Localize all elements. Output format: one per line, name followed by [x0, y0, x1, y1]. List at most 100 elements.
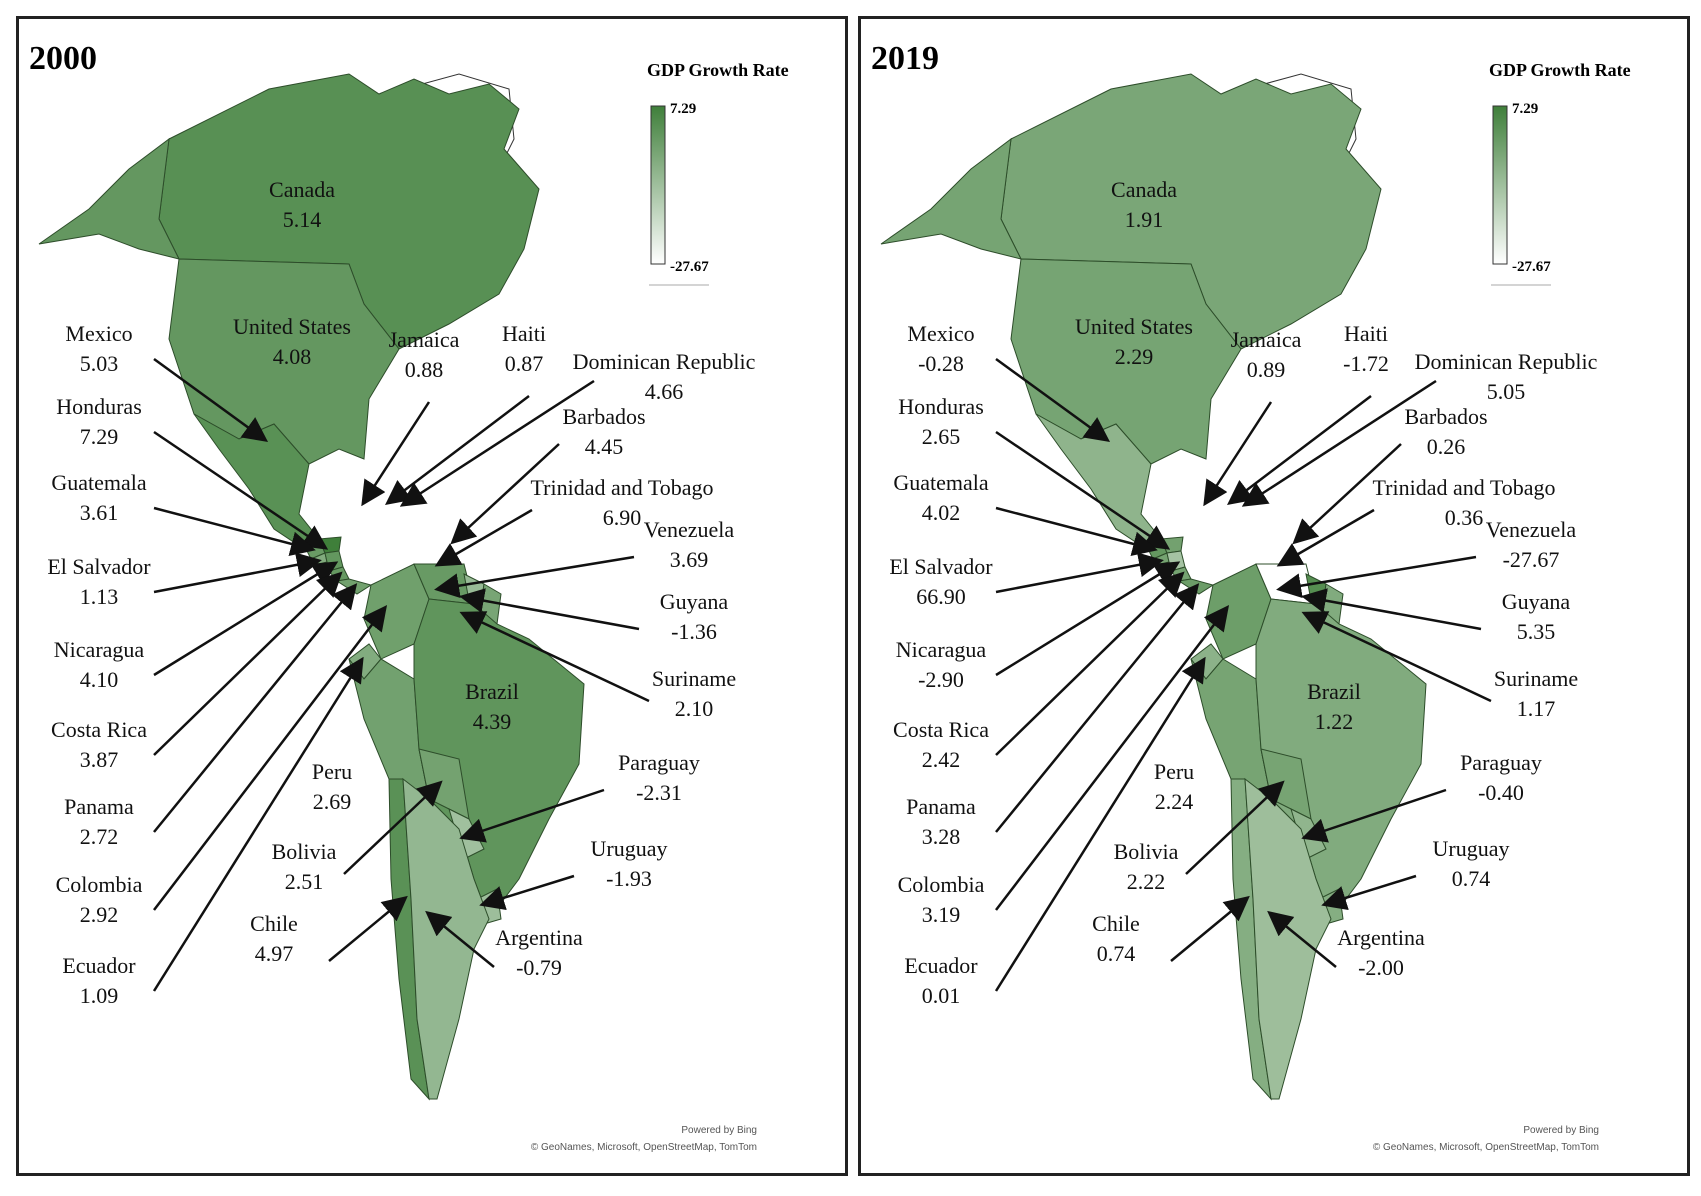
leader-arrow: [1170, 895, 1250, 962]
label-haiti[interactable]: Haiti 0.87: [385, 321, 546, 506]
country-name: Mexico: [65, 321, 132, 346]
country-name: Trinidad and Tobago: [1372, 475, 1555, 500]
label-bolivia[interactable]: Bolivia 2.22: [1114, 780, 1285, 894]
country-name: Panama: [64, 794, 134, 819]
credit-sources: © GeoNames, Microsoft, OpenStreetMap, To…: [1373, 1142, 1599, 1153]
label-nicaragua[interactable]: Nicaragua -2.90: [896, 561, 1181, 692]
label-dominican-republic[interactable]: Dominican Republic 5.05: [1241, 349, 1598, 507]
label-ecuador[interactable]: Ecuador 1.09: [62, 656, 364, 1008]
label-jamaica[interactable]: Jamaica 0.88: [361, 327, 460, 507]
label-el-salvador[interactable]: El Salvador 66.90: [889, 552, 1164, 609]
country-name: Venezuela: [1486, 517, 1577, 542]
label-chile[interactable]: Chile 0.74: [1092, 895, 1250, 966]
label-panama[interactable]: Panama 2.72: [64, 583, 358, 849]
country-name: Jamaica: [389, 327, 460, 352]
label-suriname[interactable]: Suriname 2.10: [459, 611, 736, 721]
map-panel-2000: 2000 GDP Growth Rate 7.29 -27.67 Canada 5.14 U…: [16, 16, 848, 1176]
label-costa-rica[interactable]: Costa Rica 3.87: [51, 571, 343, 772]
label-canada[interactable]: Canada 1.91: [1111, 177, 1177, 232]
leader-arrow: [153, 357, 269, 442]
country-name: Barbados: [1404, 404, 1487, 429]
label-paraguay[interactable]: Paraguay -0.40: [1301, 750, 1542, 843]
country-value: 3.87: [80, 747, 119, 772]
label-chile[interactable]: Chile 4.97: [250, 895, 408, 966]
label-peru[interactable]: Peru 2.24: [1154, 759, 1194, 814]
leader-arrow: [459, 588, 640, 631]
country-value: 0.26: [1427, 434, 1466, 459]
label-venezuela[interactable]: Venezuela 3.69: [434, 517, 734, 599]
label-suriname[interactable]: Suriname 1.17: [1301, 611, 1578, 721]
label-uruguay[interactable]: Uruguay 0.74: [1321, 836, 1509, 910]
country-value: 5.03: [80, 351, 119, 376]
label-argentina[interactable]: Argentina -2.00: [1267, 910, 1425, 980]
label-trinidad-and-tobago[interactable]: Trinidad and Tobago 0.36: [1276, 475, 1556, 567]
credit-powered: Powered by Bing: [1523, 1125, 1599, 1136]
country-shapes: [880, 73, 1427, 1101]
country-value: -2.90: [918, 667, 964, 692]
country-name: Dominican Republic: [1415, 349, 1598, 374]
country-name: Dominican Republic: [573, 349, 756, 374]
country-name: Colombia: [56, 872, 143, 897]
label-canada[interactable]: Canada 5.14: [269, 177, 335, 232]
country-name: Guyana: [660, 589, 729, 614]
label-jamaica[interactable]: Jamaica 0.89: [1203, 327, 1302, 507]
label-honduras[interactable]: Honduras 2.65: [898, 394, 1171, 550]
label-argentina[interactable]: Argentina -0.79: [425, 910, 583, 980]
label-venezuela[interactable]: Venezuela -27.67: [1276, 517, 1577, 599]
label-guatemala[interactable]: Guatemala 4.02: [893, 470, 1158, 557]
country-value: -1.72: [1343, 351, 1389, 376]
country-name: Ecuador: [904, 953, 978, 978]
country-name: Colombia: [898, 872, 985, 897]
label-ecuador[interactable]: Ecuador 0.01: [904, 656, 1206, 1008]
label-bolivia[interactable]: Bolivia 2.51: [272, 780, 443, 894]
leader-arrow: [450, 443, 560, 545]
country-shape-panama[interactable]: [335, 578, 373, 595]
country-name: Trinidad and Tobago: [530, 475, 713, 500]
label-mexico[interactable]: Mexico 5.03: [65, 321, 269, 442]
country-value: 0.87: [505, 351, 544, 376]
label-dominican-republic[interactable]: Dominican Republic 4.66: [399, 349, 756, 507]
country-value: 4.97: [255, 941, 294, 966]
label-panama[interactable]: Panama 3.28: [906, 583, 1200, 849]
map-svg: 2019 GDP Growth Rate 7.29 -27.67 Canada 1.91 U…: [871, 40, 1631, 1153]
country-shape-alaska[interactable]: [880, 137, 1022, 260]
label-costa-rica[interactable]: Costa Rica 2.42: [893, 571, 1185, 772]
label-united-states[interactable]: United States 2.29: [1075, 314, 1193, 369]
label-trinidad-and-tobago[interactable]: Trinidad and Tobago 6.90: [434, 475, 714, 567]
leader-arrow: [1203, 401, 1273, 507]
label-haiti[interactable]: Haiti -1.72: [1227, 321, 1389, 506]
country-value: 7.29: [80, 424, 119, 449]
leader-arrow: [153, 506, 316, 557]
label-barbados[interactable]: Barbados 0.26: [1292, 404, 1488, 545]
label-uruguay[interactable]: Uruguay -1.93: [479, 836, 667, 910]
country-name: Nicaragua: [896, 637, 987, 662]
leader-arrow: [343, 780, 443, 875]
country-shape-panama[interactable]: [1177, 578, 1215, 595]
label-honduras[interactable]: Honduras 7.29: [56, 394, 329, 550]
label-brazil[interactable]: Brazil 1.22: [1307, 679, 1361, 734]
country-value: 0.74: [1097, 941, 1136, 966]
country-shape-argentina[interactable]: [1244, 777, 1332, 1100]
leader-arrow: [328, 895, 408, 962]
leader-arrow: [1267, 910, 1337, 968]
leader-arrow: [1301, 588, 1482, 631]
label-paraguay[interactable]: Paraguay -2.31: [459, 750, 700, 843]
label-guyana[interactable]: Guyana -1.36: [459, 588, 729, 644]
leader-arrow: [152, 656, 364, 992]
label-mexico[interactable]: Mexico -0.28: [907, 321, 1111, 442]
label-guatemala[interactable]: Guatemala 3.61: [51, 470, 316, 557]
label-barbados[interactable]: Barbados 4.45: [450, 404, 646, 545]
label-el-salvador[interactable]: El Salvador 1.13: [47, 552, 322, 609]
country-value: 2.24: [1155, 789, 1194, 814]
label-peru[interactable]: Peru 2.69: [312, 759, 352, 814]
label-guyana[interactable]: Guyana 5.35: [1301, 588, 1570, 644]
country-name: Haiti: [502, 321, 546, 346]
country-shape-alaska[interactable]: [38, 137, 180, 260]
label-brazil[interactable]: Brazil 4.39: [465, 679, 519, 734]
label-nicaragua[interactable]: Nicaragua 4.10: [54, 561, 339, 692]
country-name: Bolivia: [272, 839, 337, 864]
country-shape-argentina[interactable]: [402, 777, 490, 1100]
legend-max-label: 7.29: [1512, 101, 1538, 117]
country-value: 1.22: [1315, 709, 1354, 734]
label-united-states[interactable]: United States 4.08: [233, 314, 351, 369]
